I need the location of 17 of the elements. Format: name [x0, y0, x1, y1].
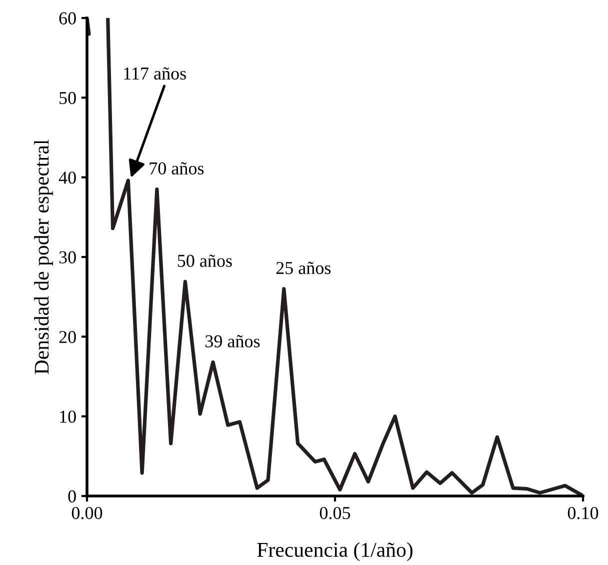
y-tick-label: 0 — [68, 490, 76, 502]
y-tick-label: 30 — [59, 251, 76, 264]
x-tick-label: 0.10 — [568, 506, 598, 520]
y-tick-label: 20 — [59, 330, 76, 344]
annotation: 50 años — [178, 254, 232, 267]
x-axis-title: Frecuencia (1/año) — [257, 542, 412, 562]
y-axis-title: Densidad de poder espectral — [34, 140, 53, 374]
annotation: 39 años — [206, 335, 260, 348]
annotation: 117 años — [124, 67, 186, 80]
x-tick-label: 0.05 — [320, 506, 350, 520]
annotation: 70 años — [150, 162, 204, 175]
x-tick-label: 0.00 — [72, 506, 102, 520]
y-tick-label: 50 — [60, 92, 76, 104]
y-tick-label: 40 — [58, 172, 76, 184]
annotation: 25 años — [276, 262, 331, 274]
y-tick-label: 60 — [59, 12, 76, 24]
y-tick-label: 10 — [60, 410, 76, 423]
